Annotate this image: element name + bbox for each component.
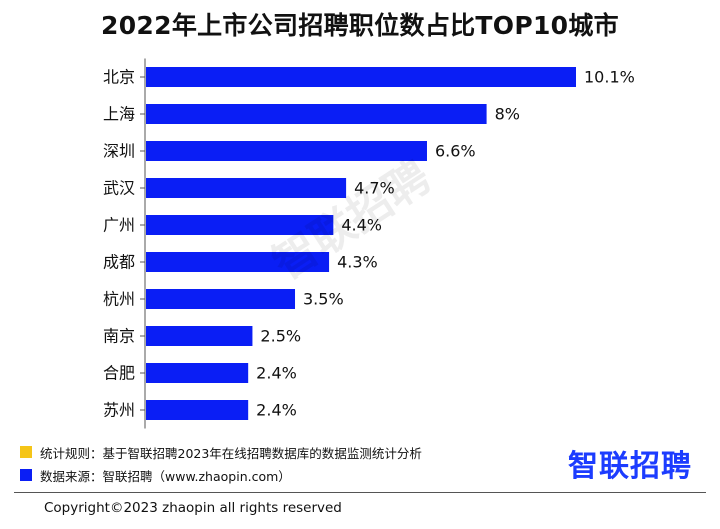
category-label: 南京	[103, 327, 135, 346]
bar	[146, 215, 334, 235]
bar-value-label: 8%	[495, 105, 520, 124]
footer-divider	[14, 492, 706, 493]
category-label: 合肥	[103, 364, 135, 383]
chart-title: 2022年上市公司招聘职位数占比TOP10城市	[101, 11, 619, 40]
category-label: 成都	[103, 253, 135, 272]
legend-swatch-source	[20, 469, 32, 481]
legend-label-rule: 统计规则：基于智联招聘2023年在线招聘数据库的数据监测统计分析	[40, 445, 422, 461]
category-label: 北京	[103, 68, 135, 87]
bar	[146, 400, 249, 420]
bar-value-label: 10.1%	[584, 68, 635, 87]
legend-item-rule: 统计规则：基于智联招聘2023年在线招聘数据库的数据监测统计分析	[20, 443, 422, 461]
bar	[146, 104, 487, 124]
bar-value-label: 6.6%	[435, 142, 476, 161]
bar	[146, 141, 427, 161]
category-label: 上海	[103, 105, 135, 124]
bar-value-label: 2.4%	[256, 401, 297, 420]
legend-label-source: 数据来源：智联招聘（www.zhaopin.com）	[40, 468, 291, 484]
bar-value-label: 2.5%	[260, 327, 301, 346]
brand-logo: 智联招聘	[568, 449, 692, 484]
category-label: 深圳	[103, 142, 135, 161]
bar-chart: 北京 10.1% 上海 8% 深圳 6.6% 武汉 4.7% 广州 4.4% 成都 4.3% 杭州 3.5…	[103, 58, 635, 429]
copyright-text: Copyright©2023 zhaopin all rights reserv…	[44, 500, 342, 516]
bar	[146, 178, 347, 198]
bar	[146, 363, 249, 383]
bar	[146, 67, 576, 87]
bar	[146, 289, 296, 309]
bar	[146, 326, 253, 346]
category-label: 广州	[103, 216, 135, 235]
category-label: 杭州	[103, 290, 135, 309]
bar-group: 北京 10.1% 上海 8% 深圳 6.6% 武汉 4.7% 广州 4.4% 成都 4.3% 杭州 3.5…	[103, 67, 635, 420]
bar	[146, 252, 330, 272]
bar-value-label: 2.4%	[256, 364, 297, 383]
legend-swatch-rule	[20, 446, 32, 458]
bar-value-label: 4.3%	[337, 253, 378, 272]
bar-value-label: 4.7%	[354, 179, 395, 198]
legend-item-source: 数据来源：智联招聘（www.zhaopin.com）	[20, 466, 291, 484]
bar-value-label: 3.5%	[303, 290, 344, 309]
category-label: 武汉	[103, 179, 135, 198]
category-label: 苏州	[103, 401, 135, 420]
bar-value-label: 4.4%	[341, 216, 382, 235]
